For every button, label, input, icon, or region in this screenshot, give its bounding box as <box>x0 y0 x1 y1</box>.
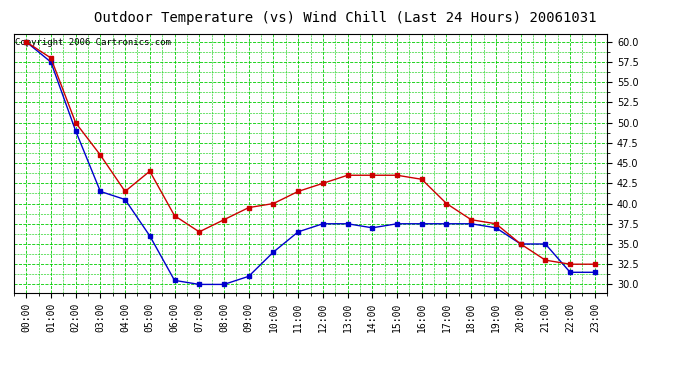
Text: Copyright 2006 Cartronics.com: Copyright 2006 Cartronics.com <box>15 38 171 46</box>
Text: Outdoor Temperature (vs) Wind Chill (Last 24 Hours) 20061031: Outdoor Temperature (vs) Wind Chill (Las… <box>94 11 596 25</box>
